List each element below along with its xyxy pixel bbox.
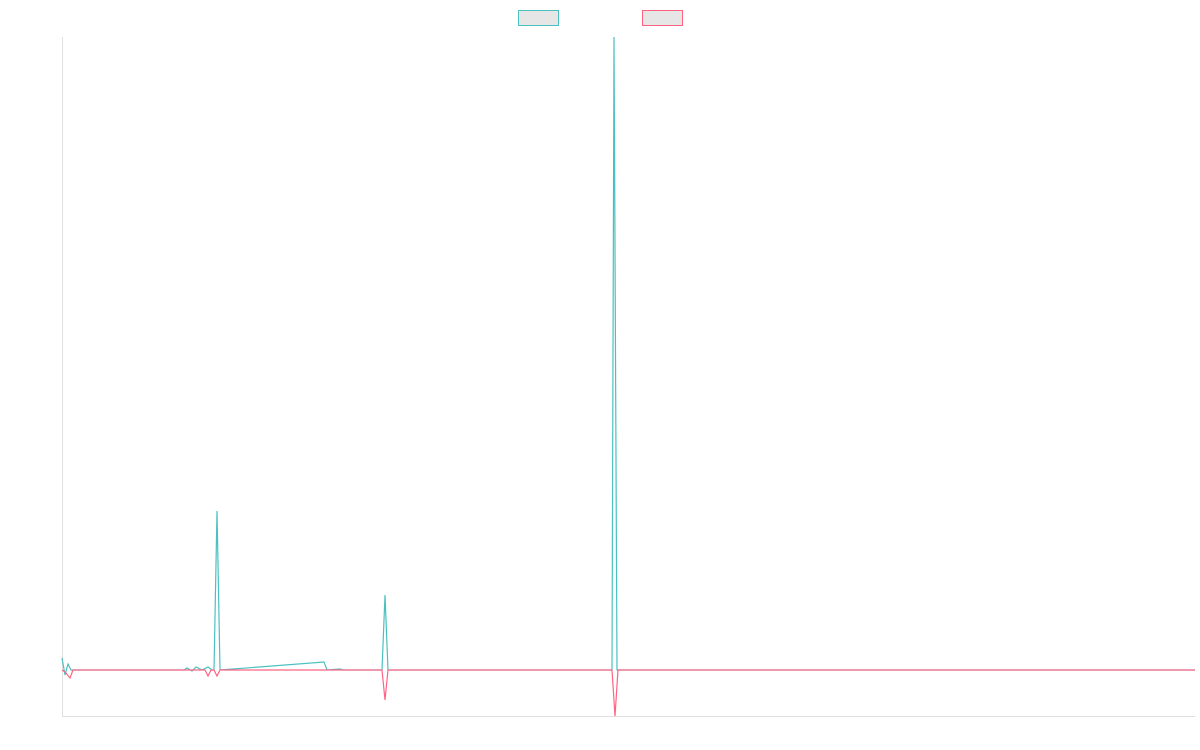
series-line <box>61 36 1195 676</box>
legend-swatch[interactable] <box>642 10 683 26</box>
legend-swatch[interactable] <box>518 10 559 26</box>
series-line <box>61 669 1195 717</box>
